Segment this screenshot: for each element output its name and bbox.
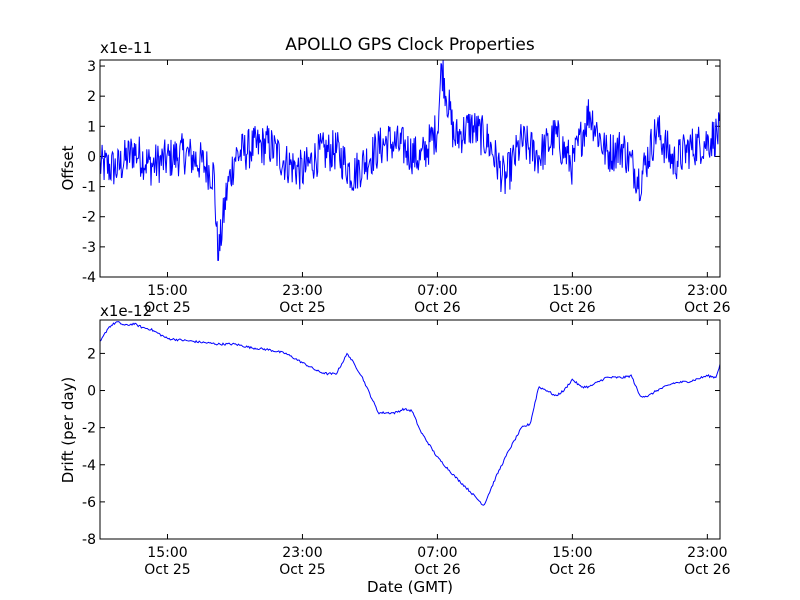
offset-xtick-date-label: Oct 26 — [414, 300, 461, 316]
offset-xtick-time-label: 15:00 — [552, 283, 592, 299]
drift-plot-frame — [99, 319, 721, 540]
drift-ytick-label: 0 — [87, 384, 96, 400]
offset-xtick-date-label: Oct 25 — [279, 300, 325, 316]
drift-xtick-time-label: 15:00 — [552, 545, 592, 561]
drift-ytick-label: -2 — [82, 421, 96, 437]
offset-multiplier-label: x1e-11 — [100, 39, 152, 57]
chart-title: APOLLO GPS Clock Properties — [285, 35, 535, 55]
drift-y-axis-label: Drift (per day) — [59, 377, 77, 484]
offset-xtick-date-label: Oct 25 — [144, 300, 190, 316]
drift-panel: x1e-12 Drift (per day) Date (GMT) -8 -6 -4… — [59, 302, 731, 596]
offset-xtick-time-label: 15:00 — [147, 283, 187, 299]
offset-series-line — [99, 59, 721, 261]
drift-xtick-date-label: Oct 26 — [684, 562, 731, 578]
offset-xtick-date-label: Oct 26 — [549, 300, 596, 316]
offset-xtick-time-label: 23:00 — [687, 283, 727, 299]
offset-ytick-label: -4 — [82, 270, 96, 286]
offset-ytick-label: -2 — [82, 210, 96, 226]
drift-ytick-label: -6 — [82, 495, 96, 511]
drift-xtick-date-label: Oct 25 — [144, 562, 190, 578]
offset-ytick-label: 1 — [87, 119, 96, 135]
drift-ytick-label: -4 — [82, 458, 96, 474]
offset-xtick-date-label: Oct 26 — [684, 300, 731, 316]
drift-xtick-time-label: 23:00 — [687, 545, 727, 561]
offset-xtick-time-label: 07:00 — [417, 283, 457, 299]
drift-series-line — [99, 321, 721, 506]
drift-xtick-date-label: Oct 25 — [279, 562, 325, 578]
offset-ytick-label: 2 — [87, 89, 96, 105]
offset-plot-frame — [99, 59, 721, 278]
drift-xtick-time-label: 15:00 — [147, 545, 187, 561]
x-axis-label: Date (GMT) — [367, 578, 453, 596]
drift-xtick-date-label: Oct 26 — [414, 562, 461, 578]
offset-ytick-label: -3 — [82, 240, 96, 256]
drift-ytick-label: -8 — [82, 532, 96, 548]
offset-y-axis-label: Offset — [59, 145, 77, 190]
offset-ytick-label: -1 — [82, 180, 96, 196]
drift-ytick-label: 2 — [87, 346, 96, 362]
drift-xtick-date-label: Oct 26 — [549, 562, 596, 578]
drift-xtick-time-label: 23:00 — [282, 545, 322, 561]
drift-xtick-time-label: 07:00 — [417, 545, 457, 561]
offset-ytick-label: 3 — [87, 59, 96, 75]
drift-multiplier-label: x1e-12 — [100, 302, 152, 320]
offset-panel: APOLLO GPS Clock Properties x1e-11 Offse… — [59, 35, 731, 316]
offset-ytick-label: 0 — [87, 149, 96, 165]
offset-xtick-time-label: 23:00 — [282, 283, 322, 299]
